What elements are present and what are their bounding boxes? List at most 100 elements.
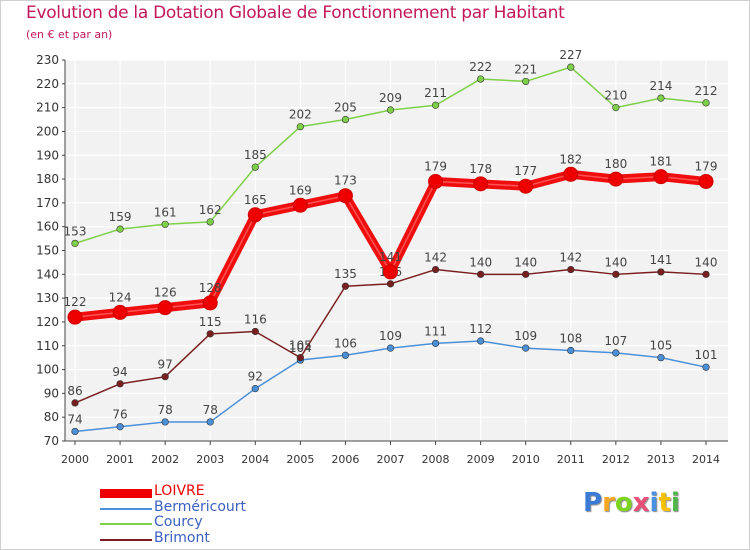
data-point bbox=[702, 99, 710, 107]
data-point bbox=[698, 173, 714, 189]
data-label: 178 bbox=[469, 162, 492, 176]
legend-swatch bbox=[100, 489, 152, 498]
data-label: 177 bbox=[514, 164, 537, 178]
data-label: 116 bbox=[244, 312, 267, 326]
data-label: 126 bbox=[154, 286, 177, 300]
data-point bbox=[202, 295, 218, 311]
data-label: 115 bbox=[199, 315, 222, 329]
data-label: 101 bbox=[695, 348, 718, 362]
data-label: 128 bbox=[199, 281, 222, 295]
data-label: 179 bbox=[695, 159, 718, 173]
data-label: 109 bbox=[514, 329, 537, 343]
x-tick-label: 2000 bbox=[61, 453, 89, 466]
chart-subtitle: (en € et par an) bbox=[26, 28, 113, 41]
x-tick-label: 2011 bbox=[557, 453, 585, 466]
data-label: 92 bbox=[248, 370, 263, 384]
data-label: 227 bbox=[559, 48, 582, 62]
logo-letter: r bbox=[602, 488, 615, 518]
logo-letter: i bbox=[649, 488, 659, 518]
data-label: 159 bbox=[109, 210, 132, 224]
data-point bbox=[206, 218, 214, 226]
data-point bbox=[522, 270, 530, 278]
data-point bbox=[71, 239, 79, 247]
series-loivre: 122 124 126 128 165 169 173 141 179 178 177 182 180 1… bbox=[64, 152, 718, 325]
legend-swatch bbox=[100, 523, 152, 525]
data-label: 109 bbox=[379, 329, 402, 343]
data-label: 221 bbox=[514, 62, 537, 76]
legend-label: LOIVRE bbox=[154, 483, 205, 499]
data-label: 140 bbox=[469, 255, 492, 269]
y-tick-label: 110 bbox=[36, 339, 59, 353]
data-label: 105 bbox=[289, 339, 312, 353]
data-point bbox=[473, 176, 489, 192]
data-point bbox=[522, 344, 530, 352]
data-point bbox=[161, 418, 169, 426]
y-tick-label: 230 bbox=[36, 53, 59, 67]
data-point bbox=[116, 225, 124, 233]
data-point bbox=[386, 344, 395, 352]
data-point bbox=[518, 178, 534, 194]
legend-swatch bbox=[100, 538, 152, 541]
data-point bbox=[341, 115, 350, 124]
y-tick-label: 200 bbox=[36, 124, 59, 138]
series-courcy: 153 159 161 162 185 202 205 209 211 222 221 227 210 2… bbox=[64, 48, 718, 247]
data-point bbox=[341, 351, 350, 359]
data-label: 78 bbox=[158, 403, 173, 417]
data-point bbox=[657, 268, 665, 276]
data-label: 140 bbox=[695, 255, 718, 269]
x-tick-label: 2006 bbox=[331, 453, 359, 466]
x-tick-label: 2010 bbox=[512, 453, 540, 466]
data-point bbox=[296, 123, 304, 131]
y-tick-label: 130 bbox=[36, 291, 59, 305]
x-tick-label: 2008 bbox=[422, 453, 450, 466]
x-tick-label: 2009 bbox=[467, 453, 495, 466]
y-tick-label: 180 bbox=[36, 172, 59, 186]
data-label: 111 bbox=[424, 324, 447, 338]
data-point bbox=[206, 330, 214, 338]
series-brimont: 8694971151161051351361421401401421401411… bbox=[67, 251, 717, 407]
data-point bbox=[477, 270, 485, 278]
data-label: 124 bbox=[109, 290, 132, 304]
data-label: 210 bbox=[604, 89, 627, 103]
data-label: 165 bbox=[244, 193, 267, 207]
data-label: 205 bbox=[334, 101, 357, 115]
legend-label: Courcy bbox=[154, 514, 203, 530]
chart-title: Evolution de la Dotation Globale de Fonc… bbox=[26, 3, 565, 23]
x-tick-label: 2001 bbox=[106, 453, 134, 466]
data-point bbox=[428, 173, 444, 189]
data-point bbox=[522, 77, 530, 86]
data-point bbox=[567, 265, 575, 274]
logo-letter: P bbox=[583, 488, 603, 518]
data-point bbox=[116, 380, 124, 388]
legend-swatch bbox=[100, 507, 152, 510]
data-label: 122 bbox=[64, 295, 87, 309]
data-point bbox=[247, 207, 263, 223]
data-label: 74 bbox=[67, 412, 82, 426]
y-tick-label: 70 bbox=[44, 434, 59, 448]
data-label: 162 bbox=[199, 203, 222, 217]
data-point bbox=[702, 363, 710, 371]
data-label: 141 bbox=[379, 250, 402, 264]
data-label: 140 bbox=[514, 255, 537, 269]
data-label: 135 bbox=[334, 267, 357, 281]
data-label: 86 bbox=[67, 384, 82, 398]
data-point bbox=[477, 337, 485, 345]
data-label: 153 bbox=[64, 224, 87, 238]
x-tick-label: 2013 bbox=[647, 453, 675, 466]
data-label: 222 bbox=[469, 60, 492, 74]
data-point bbox=[292, 197, 308, 213]
data-label: 112 bbox=[469, 322, 492, 336]
data-point bbox=[612, 104, 620, 112]
x-tick-label: 2007 bbox=[377, 453, 405, 466]
data-label: 140 bbox=[604, 255, 627, 269]
data-label: 97 bbox=[158, 358, 173, 372]
data-label: 212 bbox=[695, 84, 718, 98]
data-label: 142 bbox=[559, 251, 582, 265]
data-label: 180 bbox=[604, 157, 627, 171]
y-tick-label: 120 bbox=[36, 315, 59, 329]
data-point bbox=[337, 188, 353, 204]
data-label: 108 bbox=[559, 332, 582, 346]
data-point bbox=[206, 418, 214, 426]
legend-label: Brimont bbox=[154, 529, 210, 546]
